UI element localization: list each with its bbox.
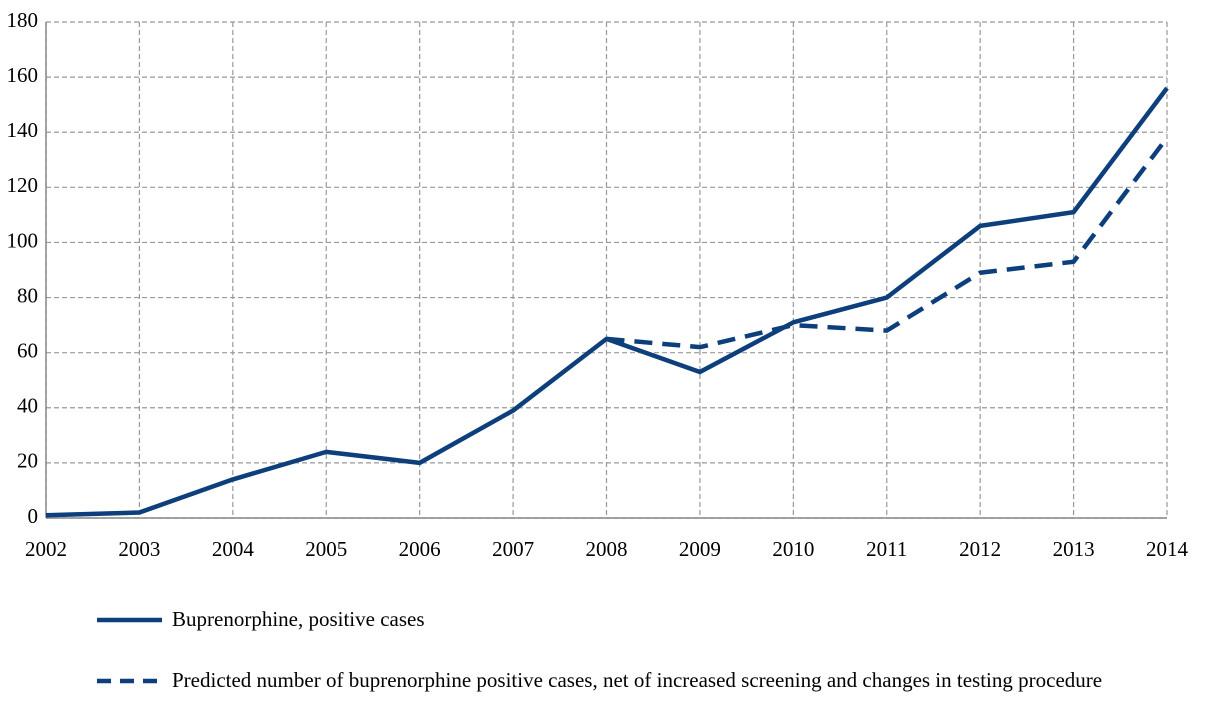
x-tick-label: 2007 [492,537,534,561]
y-tick-label: 160 [7,63,39,87]
x-tick-label: 2010 [772,537,814,561]
x-tick-label: 2008 [586,537,628,561]
legend-label: Predicted number of buprenorphine positi… [172,668,1103,692]
x-tick-label: 2002 [25,537,67,561]
y-tick-label: 0 [28,504,39,528]
x-tick-label: 2014 [1146,537,1189,561]
y-tick-label: 40 [17,394,38,418]
x-tick-label: 2012 [959,537,1001,561]
x-tick-label: 2005 [305,537,347,561]
y-tick-label: 60 [17,338,38,362]
y-tick-label: 100 [7,228,39,252]
y-tick-label: 80 [17,283,38,307]
x-tick-label: 2003 [118,537,160,561]
legend-label: Buprenorphine, positive cases [172,607,425,631]
y-tick-label: 180 [7,8,39,32]
x-tick-label: 2009 [679,537,721,561]
series-line [606,136,1169,350]
x-tick-label: 2004 [212,537,255,561]
y-tick-label: 140 [7,118,39,142]
x-tick-label: 2011 [866,537,907,561]
x-tick-label: 2006 [399,537,441,561]
y-tick-label: 20 [17,449,38,473]
y-tick-label: 120 [7,173,39,197]
x-tick-label: 2013 [1053,537,1095,561]
